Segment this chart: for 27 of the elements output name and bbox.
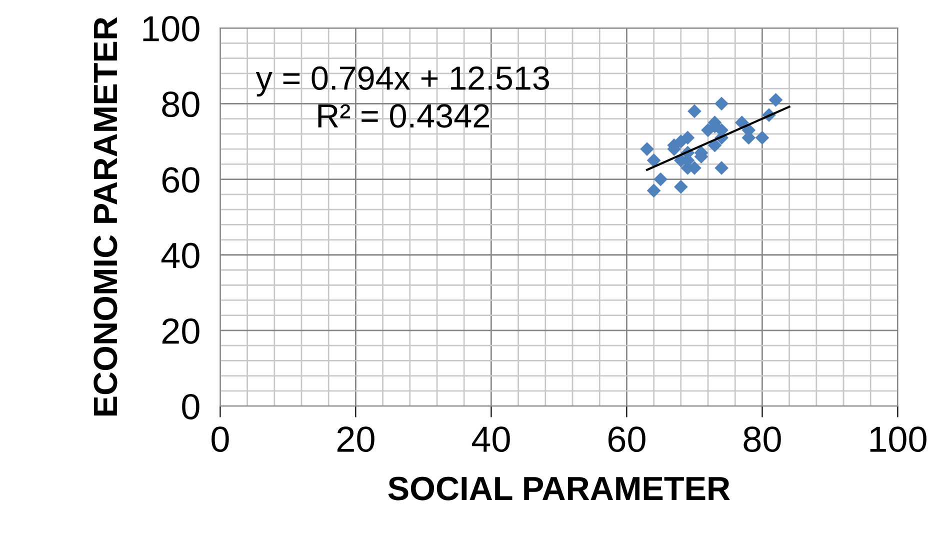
x-axis-title: SOCIAL PARAMETER: [388, 476, 730, 500]
point: [654, 172, 668, 186]
y-tick-label: 100: [143, 16, 200, 42]
point: [714, 96, 729, 111]
point: [646, 184, 661, 198]
point: [688, 104, 702, 118]
point: [768, 92, 783, 107]
point: [755, 130, 770, 145]
y-tick-label: 60: [162, 167, 200, 193]
y-axis-title: ECONOMIC PARAMETER: [94, 17, 118, 416]
annotation: y = 0.794x + 12.513: [256, 66, 550, 97]
x-tick-label: 0: [212, 426, 229, 452]
x-tick-label: 20: [337, 426, 374, 452]
x-tick-label: 60: [608, 426, 646, 452]
point: [646, 153, 661, 168]
annotation: R² = 0.4342: [318, 104, 490, 128]
y-tick-label: 80: [162, 92, 200, 118]
point: [674, 134, 688, 148]
point: [674, 180, 688, 194]
point: [714, 160, 729, 175]
y-tick-label: 0: [182, 394, 200, 420]
x-tick-label: 40: [472, 426, 510, 452]
x-tick-label: 100: [870, 426, 926, 452]
y-tick-label: 20: [162, 318, 200, 344]
point: [640, 142, 654, 156]
x-tick-label: 80: [744, 426, 781, 452]
y-tick-label: 40: [161, 242, 200, 268]
